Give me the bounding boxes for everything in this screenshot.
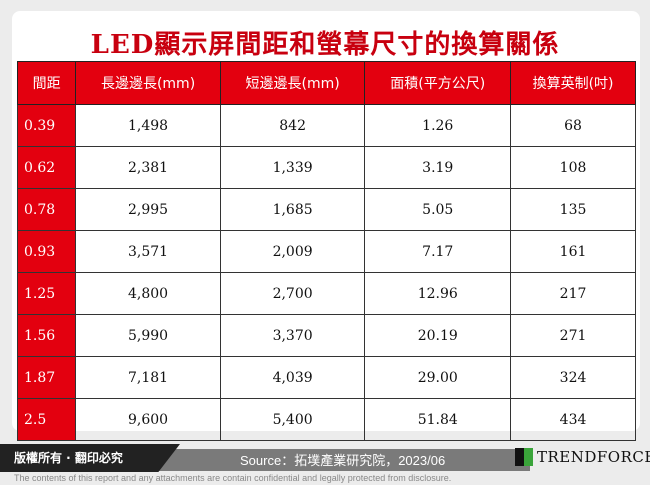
table-row: 2.5 9,600 5,400 51.84 434 bbox=[16, 398, 636, 441]
logo-icon bbox=[515, 448, 533, 466]
table-cell: 5,990 bbox=[75, 314, 221, 357]
table-row: 1.87 7,181 4,039 29.00 324 bbox=[16, 356, 636, 399]
table-row: 0.39 1,498 842 1.26 68 bbox=[16, 104, 636, 147]
table-cell: 1,339 bbox=[219, 146, 366, 189]
table-cell: 7.17 bbox=[364, 230, 512, 273]
table-row: 0.78 2,995 1,685 5.05 135 bbox=[16, 188, 636, 231]
table-cell: 434 bbox=[510, 398, 636, 441]
trendforce-logo: TRENDFORCE bbox=[515, 448, 650, 466]
table-cell: 1.25 bbox=[16, 272, 77, 315]
table-cell: 842 bbox=[219, 104, 366, 147]
table-cell: 5,400 bbox=[219, 398, 366, 441]
table-cell: 5.05 bbox=[364, 188, 512, 231]
table-row: 0.62 2,381 1,339 3.19 108 bbox=[16, 146, 636, 189]
table-cell: 324 bbox=[510, 356, 636, 399]
table-cell: 7,181 bbox=[75, 356, 221, 399]
disclaimer: The contents of this report and any atta… bbox=[14, 473, 452, 483]
table-cell: 3.19 bbox=[364, 146, 512, 189]
table-cell: 1,685 bbox=[219, 188, 366, 231]
table-row: 0.93 3,571 2,009 7.17 161 bbox=[16, 230, 636, 273]
copyright: 版權所有 · 翻印必究 bbox=[0, 444, 180, 472]
table-cell: 1.56 bbox=[16, 314, 77, 357]
column-header: 間距 bbox=[16, 61, 77, 105]
table-row: 1.56 5,990 3,370 20.19 271 bbox=[16, 314, 636, 357]
table-cell: 217 bbox=[510, 272, 636, 315]
table-cell: 9,600 bbox=[75, 398, 221, 441]
table-cell: 12.96 bbox=[364, 272, 512, 315]
footer: 版權所有 · 翻印必究 Source：拓墣產業研究院，2023/06 TREND… bbox=[0, 442, 650, 472]
footer-bar bbox=[150, 449, 530, 471]
table-cell: 4,800 bbox=[75, 272, 221, 315]
logo-text: TRENDFORCE bbox=[537, 448, 650, 466]
table-cell: 0.93 bbox=[16, 230, 77, 273]
table-cell: 271 bbox=[510, 314, 636, 357]
table-cell: 0.39 bbox=[16, 104, 77, 147]
column-header: 短邊邊長(mm) bbox=[219, 61, 366, 105]
table-cell: 1.26 bbox=[364, 104, 512, 147]
column-header: 長邊邊長(mm) bbox=[75, 61, 221, 105]
table-cell: 108 bbox=[510, 146, 636, 189]
table-cell: 4,039 bbox=[219, 356, 366, 399]
table-cell: 135 bbox=[510, 188, 636, 231]
table-cell: 2.5 bbox=[16, 398, 77, 441]
conversion-table: 間距 長邊邊長(mm) 短邊邊長(mm) 面積(平方公尺) 換算英制(吋) 0.39 1,… bbox=[16, 61, 636, 441]
table-cell: 2,995 bbox=[75, 188, 221, 231]
table-cell: 2,700 bbox=[219, 272, 366, 315]
table-header: 間距 長邊邊長(mm) 短邊邊長(mm) 面積(平方公尺) 換算英制(吋) bbox=[16, 61, 636, 105]
table-cell: 0.62 bbox=[16, 146, 77, 189]
table-cell: 2,381 bbox=[75, 146, 221, 189]
column-header: 面積(平方公尺) bbox=[364, 61, 512, 105]
column-header: 換算英制(吋) bbox=[510, 61, 636, 105]
source: Source：拓墣產業研究院，2023/06 bbox=[240, 453, 446, 468]
table-cell: 3,571 bbox=[75, 230, 221, 273]
table-cell: 29.00 bbox=[364, 356, 512, 399]
table-cell: 3,370 bbox=[219, 314, 366, 357]
table-cell: 20.19 bbox=[364, 314, 512, 357]
table-cell: 161 bbox=[510, 230, 636, 273]
table-cell: 68 bbox=[510, 104, 636, 147]
page-title: LED顯示屏間距和螢幕尺寸的換算關係 bbox=[90, 30, 560, 60]
table-cell: 2,009 bbox=[219, 230, 366, 273]
table-cell: 1,498 bbox=[75, 104, 221, 147]
table-cell: 1.87 bbox=[16, 356, 77, 399]
table-row: 1.25 4,800 2,700 12.96 217 bbox=[16, 272, 636, 315]
table-cell: 0.78 bbox=[16, 188, 77, 231]
table-cell: 51.84 bbox=[364, 398, 512, 441]
